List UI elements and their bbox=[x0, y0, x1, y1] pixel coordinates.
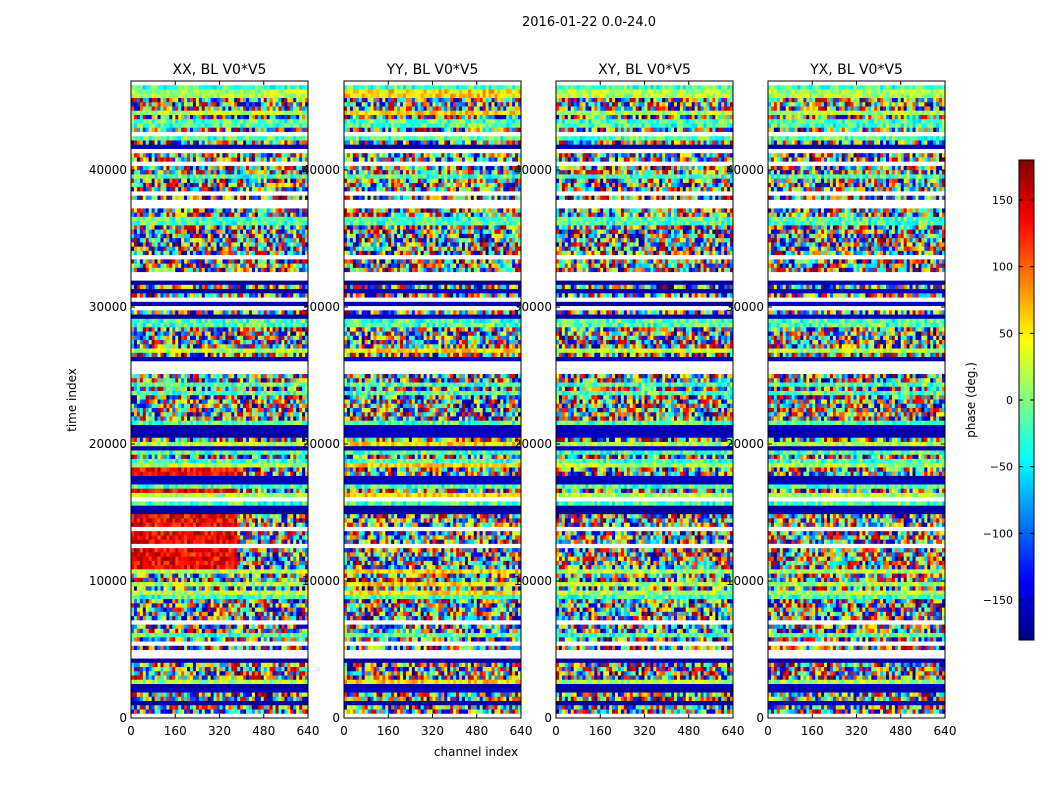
x-tick-label: 320 bbox=[633, 724, 656, 738]
heatmap-cells bbox=[556, 81, 733, 718]
x-tick-label: 640 bbox=[934, 724, 957, 738]
panel-title: YY, BL V0*V5 bbox=[386, 62, 479, 78]
y-tick-label: 0 bbox=[756, 711, 764, 725]
panel-title: YX, BL V0*V5 bbox=[809, 62, 903, 78]
y-tick-label: 20000 bbox=[514, 437, 552, 451]
heatmap-cells bbox=[768, 81, 945, 718]
x-tick-label: 480 bbox=[252, 724, 275, 738]
heatmap-cells bbox=[131, 81, 308, 718]
y-tick-label: 40000 bbox=[726, 163, 764, 177]
y-tick-label: 0 bbox=[544, 711, 552, 725]
heatmap-panel-3: XY, BL V0*V5 0 160 320 480 640 0 10000 20000 3000… bbox=[514, 62, 745, 738]
y-tick-label: 30000 bbox=[89, 300, 127, 314]
y-tick-label: 40000 bbox=[514, 163, 552, 177]
x-tick-label: 160 bbox=[589, 724, 612, 738]
x-tick-label: 640 bbox=[297, 724, 320, 738]
colorbar-tick-label: −100 bbox=[983, 527, 1013, 540]
y-tick-label: 20000 bbox=[89, 437, 127, 451]
panel-title: XY, BL V0*V5 bbox=[598, 62, 691, 78]
x-tick-label: 320 bbox=[208, 724, 231, 738]
x-tick-label: 480 bbox=[677, 724, 700, 738]
x-tick-label: 160 bbox=[377, 724, 400, 738]
colorbar-tick-label: −150 bbox=[983, 594, 1013, 607]
y-tick-label: 0 bbox=[119, 711, 127, 725]
colorbar-label: phase (deg.) bbox=[964, 362, 978, 438]
heatmap-panels: XX, BL V0*V5 0 160 320 480 640 0 10000 20000 3000… bbox=[89, 62, 957, 738]
colorbar-tick-label: 100 bbox=[992, 261, 1013, 274]
colorbar-tick-label: 50 bbox=[999, 327, 1013, 340]
y-tick-label: 30000 bbox=[726, 300, 764, 314]
x-tick-label: 0 bbox=[552, 724, 560, 738]
y-tick-label: 10000 bbox=[726, 574, 764, 588]
x-tick-label: 480 bbox=[889, 724, 912, 738]
colorbar-tick-label: 0 bbox=[1006, 394, 1013, 407]
heatmap-panel-4: YX, BL V0*V5 0 160 320 480 640 0 10000 20000 3000… bbox=[726, 62, 957, 738]
heatmap-panel-2: YY, BL V0*V5 0 160 320 480 640 0 10000 20000 3000… bbox=[302, 62, 533, 738]
y-tick-label: 0 bbox=[332, 711, 340, 725]
x-tick-label: 640 bbox=[510, 724, 533, 738]
x-tick-label: 320 bbox=[421, 724, 444, 738]
colorbar: −150 −100 −50 0 50 100 150 phase (deg.) bbox=[964, 159, 1035, 641]
panel-title: XX, BL V0*V5 bbox=[173, 62, 267, 78]
y-tick-label: 10000 bbox=[302, 574, 340, 588]
x-tick-label: 320 bbox=[845, 724, 868, 738]
y-tick-label: 40000 bbox=[89, 163, 127, 177]
x-axis-label: channel index bbox=[434, 745, 518, 759]
colorbar-tick-label: 150 bbox=[992, 194, 1013, 207]
x-tick-label: 0 bbox=[127, 724, 135, 738]
x-tick-label: 0 bbox=[340, 724, 348, 738]
x-tick-label: 160 bbox=[164, 724, 187, 738]
x-tick-label: 0 bbox=[764, 724, 772, 738]
x-tick-label: 640 bbox=[722, 724, 745, 738]
y-tick-label: 10000 bbox=[514, 574, 552, 588]
figure-suptitle: 2016-01-22 0.0-24.0 bbox=[522, 15, 656, 30]
y-axis-label: time index bbox=[65, 368, 79, 432]
y-tick-label: 30000 bbox=[302, 300, 340, 314]
x-tick-label: 160 bbox=[801, 724, 824, 738]
y-tick-label: 10000 bbox=[89, 574, 127, 588]
y-tick-label: 30000 bbox=[514, 300, 552, 314]
y-tick-label: 20000 bbox=[726, 437, 764, 451]
heatmap-panel-1: XX, BL V0*V5 0 160 320 480 640 0 10000 20000 3000… bbox=[89, 62, 320, 738]
heatmap-cells bbox=[344, 81, 521, 718]
y-tick-label: 40000 bbox=[302, 163, 340, 177]
x-tick-label: 480 bbox=[465, 724, 488, 738]
colorbar-tick-label: −50 bbox=[990, 461, 1013, 474]
y-tick-label: 20000 bbox=[302, 437, 340, 451]
